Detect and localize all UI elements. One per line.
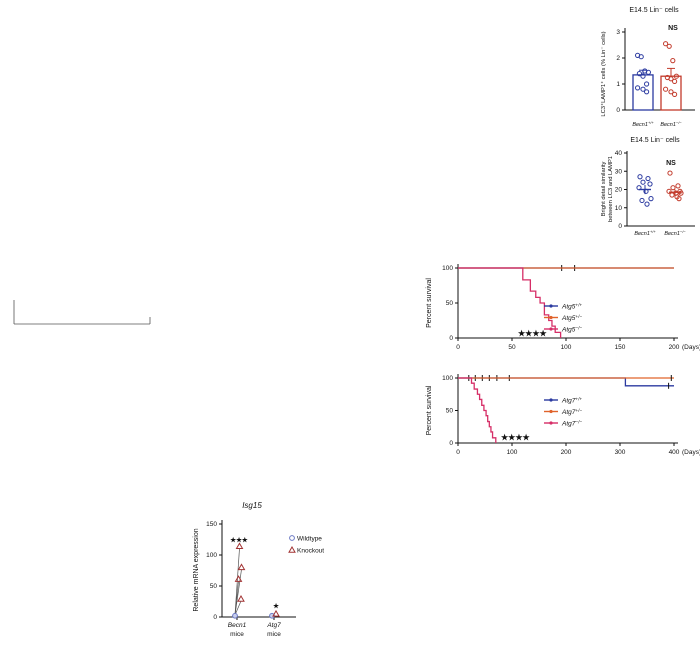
svg-text:Atg7+/−: Atg7+/− [561, 408, 582, 416]
svg-text:0: 0 [449, 335, 453, 342]
svg-text:0: 0 [213, 614, 217, 621]
svg-text:150: 150 [615, 344, 626, 351]
svg-text:50: 50 [446, 408, 454, 415]
row-dendrogram [10, 203, 53, 304]
svg-text:mice: mice [267, 631, 281, 638]
svg-text:0: 0 [618, 223, 622, 230]
svg-text:LC3⁺LAMP1⁺ cells (% Lin⁻ cells: LC3⁺LAMP1⁺ cells (% Lin⁻ cells) [600, 31, 607, 116]
svg-text:★★★: ★★★ [230, 536, 249, 544]
svg-text:0: 0 [456, 449, 460, 456]
svg-text:100: 100 [442, 375, 453, 382]
bar-chart-lc3-lamp1-cells: E14.5 Lin⁻ cells NS 0 1 2 3 Becn1+/+ Becn1−/− LC… [600, 7, 695, 128]
svg-text:Atg5+/+: Atg5+/+ [561, 303, 582, 311]
svg-text:0: 0 [616, 107, 620, 114]
svg-text:1: 1 [616, 81, 620, 88]
svg-text:400: 400 [669, 449, 680, 456]
svg-text:50: 50 [508, 344, 516, 351]
svg-text:E14.5 Lin⁻ cells: E14.5 Lin⁻ cells [630, 137, 680, 144]
svg-text:Percent survival: Percent survival [426, 278, 433, 328]
svg-text:30: 30 [615, 168, 623, 175]
svg-text:Isg15: Isg15 [242, 501, 262, 510]
svg-text:Becn1+/+: Becn1+/+ [634, 229, 656, 237]
svg-text:150: 150 [206, 521, 217, 528]
svg-text:Atg7: Atg7 [266, 622, 281, 629]
svg-text:★★★★: ★★★★ [501, 433, 531, 442]
svg-text:Becn1−/−: Becn1−/− [660, 120, 682, 128]
svg-text:100: 100 [442, 265, 453, 272]
svg-text:Relative mRNA expression: Relative mRNA expression [193, 528, 200, 611]
svg-text:300: 300 [615, 449, 626, 456]
svg-text:2: 2 [616, 55, 620, 62]
svg-text:40: 40 [615, 150, 623, 157]
svg-text:Atg7−/−: Atg7−/− [561, 420, 582, 428]
svg-text:(Days): (Days) [682, 344, 700, 351]
svg-text:200: 200 [669, 344, 680, 351]
svg-text:50: 50 [210, 583, 218, 590]
svg-text:Atg5+/−: Atg5+/− [561, 314, 582, 322]
svg-text:E14.5 Lin⁻ cells: E14.5 Lin⁻ cells [629, 7, 679, 14]
svg-text:50: 50 [446, 300, 454, 307]
svg-text:★★★★: ★★★★ [518, 329, 548, 338]
isg15-expression-plot: Isg15 Relative mRNA expression 0 50 100 150 Be… [193, 501, 324, 638]
svg-text:0: 0 [449, 440, 453, 447]
survival-curve-atg5: 0 50 100 150 200 (Days) 0 50 100 Percent survival… [426, 264, 700, 351]
svg-text:Percent survival: Percent survival [426, 385, 433, 435]
svg-text:Knockout: Knockout [297, 548, 324, 555]
column-dendrogram [13, 300, 151, 325]
svg-text:(Days): (Days) [682, 449, 700, 456]
svg-text:Becn1−/−: Becn1−/− [664, 229, 686, 237]
svg-text:10: 10 [615, 205, 623, 212]
svg-text:100: 100 [507, 449, 518, 456]
svg-text:200: 200 [561, 449, 572, 456]
svg-text:NS: NS [666, 160, 676, 167]
svg-text:mice: mice [230, 631, 244, 638]
survival-curve-atg7: 0 100 200 300 400 (Days) 0 50 100 Percent surviva… [426, 374, 700, 456]
scatter-bright-detail-similarity: E14.5 Lin⁻ cells NS 0 10 20 30 40 Becn1+/+ Becn1… [601, 137, 695, 237]
svg-text:Atg5−/−: Atg5−/− [561, 326, 582, 334]
svg-text:100: 100 [561, 344, 572, 351]
svg-text:20: 20 [615, 187, 623, 194]
svg-text:Becn1: Becn1 [228, 622, 247, 629]
svg-text:Wildtype: Wildtype [297, 536, 322, 543]
svg-text:between LC3 and LAMP1: between LC3 and LAMP1 [608, 156, 614, 222]
svg-text:3: 3 [616, 29, 620, 36]
svg-text:Atg7+/+: Atg7+/+ [561, 397, 582, 405]
svg-text:NS: NS [668, 25, 678, 32]
svg-text:★: ★ [273, 602, 280, 610]
svg-text:Becn1+/+: Becn1+/+ [632, 120, 654, 128]
svg-text:100: 100 [206, 552, 217, 559]
svg-text:Bright detail similarity: Bright detail similarity [601, 162, 607, 217]
svg-text:0: 0 [456, 344, 460, 351]
